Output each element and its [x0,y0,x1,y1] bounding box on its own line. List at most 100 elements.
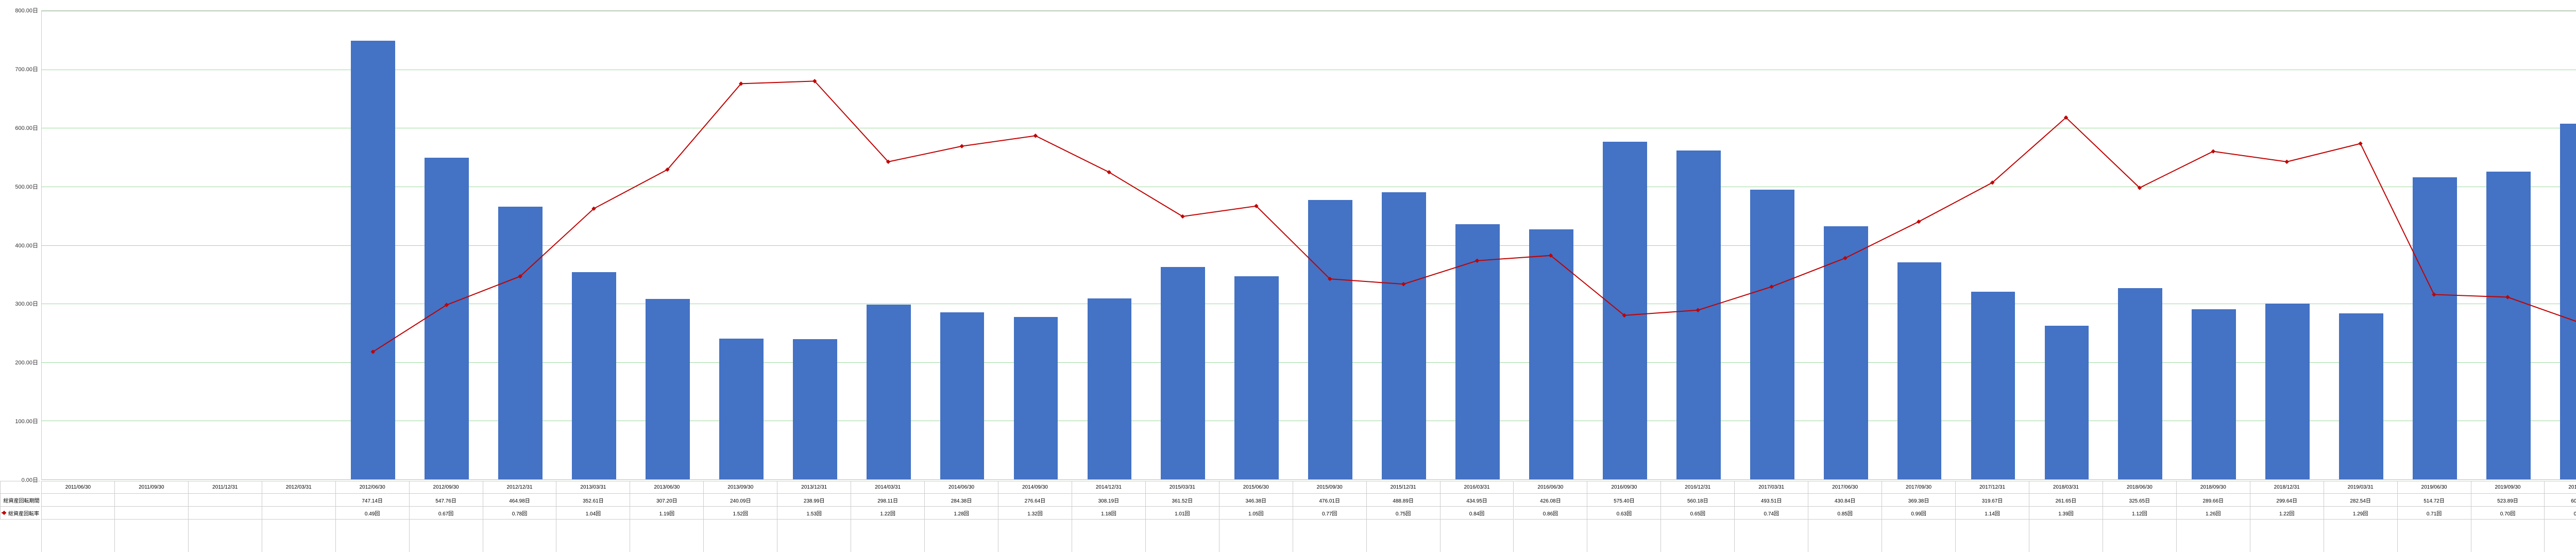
bar-value-label: 238.99日 [777,494,851,507]
line-value-label: 0.86回 [1514,507,1587,520]
bar [867,305,911,479]
bar [2486,172,2531,479]
bar-value-label: 284.38日 [925,494,998,507]
x-column: 2017/09/30369.38日0.99回 [1882,481,1956,552]
x-column: 2013/03/31352.61日1.04回 [556,481,630,552]
y-left-tick: 700.00日 [15,65,38,73]
bar [2045,326,2089,479]
plot-area [41,10,2576,480]
bar [2265,304,2310,479]
line-value-label: 1.26回 [2177,507,2250,520]
category-label: 2014/09/30 [998,481,1072,494]
category-label: 2015/03/31 [1146,481,1219,494]
bar [1161,267,1205,479]
bar-value-label: 261.65日 [2029,494,2103,507]
category-label: 2015/06/30 [1219,481,1293,494]
line-value-label: 0.49回 [336,507,409,520]
y-left-tick: 400.00日 [15,241,38,249]
bar [1088,298,1132,479]
line-value-label: 0.70回 [2471,507,2545,520]
line-value-label: 1.22回 [2250,507,2324,520]
line-value-label: 1.32回 [998,507,1072,520]
bar-value-label: 430.84日 [1808,494,1882,507]
x-column: 2014/03/31298.11日1.22回 [851,481,925,552]
line-value-label: 0.75回 [1367,507,1440,520]
category-label: 2012/03/31 [262,481,335,494]
bar-value-label: 434.95日 [1440,494,1514,507]
category-label: 2019/03/31 [2324,481,2397,494]
category-label: 2019/06/30 [2398,481,2471,494]
x-column: 2019/03/31282.54日1.29回 [2324,481,2398,552]
bar-value-label: 276.64日 [998,494,1072,507]
x-column: 2014/06/30284.38日1.28回 [925,481,998,552]
category-label: 2012/12/31 [483,481,556,494]
x-column: 2018/06/30325.65日1.12回 [2103,481,2177,552]
bar-value-label: 319.67日 [1956,494,2029,507]
category-label: 2012/06/30 [336,481,409,494]
y-left-tick: 600.00日 [15,124,38,132]
bar [2339,313,2383,479]
category-label: 2013/06/30 [630,481,703,494]
bar [719,339,764,479]
bar-value-label: 747.14日 [336,494,409,507]
bar [793,339,837,479]
x-column: 2011/12/31 [189,481,262,552]
bar [2192,309,2236,479]
bar-value-label: 514.72日 [2398,494,2471,507]
x-column: 2011/09/30 [115,481,189,552]
bar-value-label: 369.38日 [1882,494,1955,507]
bar [1750,190,1794,479]
bar [1014,317,1058,479]
bar [1971,292,2015,479]
bar-value-label [262,494,335,507]
bar-value-label: 488.89日 [1367,494,1440,507]
category-label: 2016/09/30 [1587,481,1660,494]
line-value-label: 0.65回 [1661,507,1734,520]
category-label: 2017/06/30 [1808,481,1882,494]
x-column: 2014/09/30276.64日1.32回 [998,481,1072,552]
bar [498,207,543,479]
line-value-label: 1.05回 [1219,507,1293,520]
line-value-label: 1.12回 [2103,507,2176,520]
line-value-label: 0.84回 [1440,507,1514,520]
y-left-tick: 500.00日 [15,182,38,191]
x-column: 2011/06/30 [41,481,115,552]
category-label: 2014/03/31 [851,481,924,494]
line-value-label [262,507,335,520]
line-value-label: 1.52回 [704,507,777,520]
y-left-tick: 200.00日 [15,358,38,366]
x-column: 2013/09/30240.09日1.52回 [704,481,777,552]
bar-value-label: 523.89日 [2471,494,2545,507]
chart-container: 0.00日100.00日200.00日300.00日400.00日500.00日… [0,0,2576,552]
x-column: 2012/12/31464.98日0.78回 [483,481,557,552]
line-value-label: 1.39回 [2029,507,2103,520]
category-label: 2016/12/31 [1661,481,1734,494]
bar [1382,192,1426,479]
bar-value-label: 240.09日 [704,494,777,507]
bar-value-label: 289.66日 [2177,494,2250,507]
category-label: 2018/03/31 [2029,481,2103,494]
category-label: 2015/12/31 [1367,481,1440,494]
category-label: 2018/06/30 [2103,481,2176,494]
category-label: 2013/12/31 [777,481,851,494]
category-label: 2011/12/31 [189,481,262,494]
line-value-label: 1.01回 [1146,507,1219,520]
bar [1676,150,1721,479]
bar [1529,229,1573,479]
category-label: 2018/09/30 [2177,481,2250,494]
x-column: 2018/09/30289.66日1.26回 [2177,481,2250,552]
row-header-bar: 総資産回転期間 [4,496,40,504]
y-axis-left: 0.00日100.00日200.00日300.00日400.00日500.00日… [0,10,40,480]
x-column: 2019/06/30514.72日0.71回 [2398,481,2471,552]
x-column: 2016/06/30426.08日0.86回 [1514,481,1588,552]
category-label: 2016/03/31 [1440,481,1514,494]
bar [1897,262,1942,479]
x-column: 2019/09/30523.89日0.70回 [2471,481,2545,552]
bar [1824,226,1868,479]
y-left-tick: 800.00日 [15,6,38,14]
bar-value-label: 325.65日 [2103,494,2176,507]
x-column: 2017/06/30430.84日0.85回 [1808,481,1882,552]
line-value-label: 0.63回 [1587,507,1660,520]
x-column: 2012/03/31 [262,481,336,552]
bar-value-label: 346.38日 [1219,494,1293,507]
